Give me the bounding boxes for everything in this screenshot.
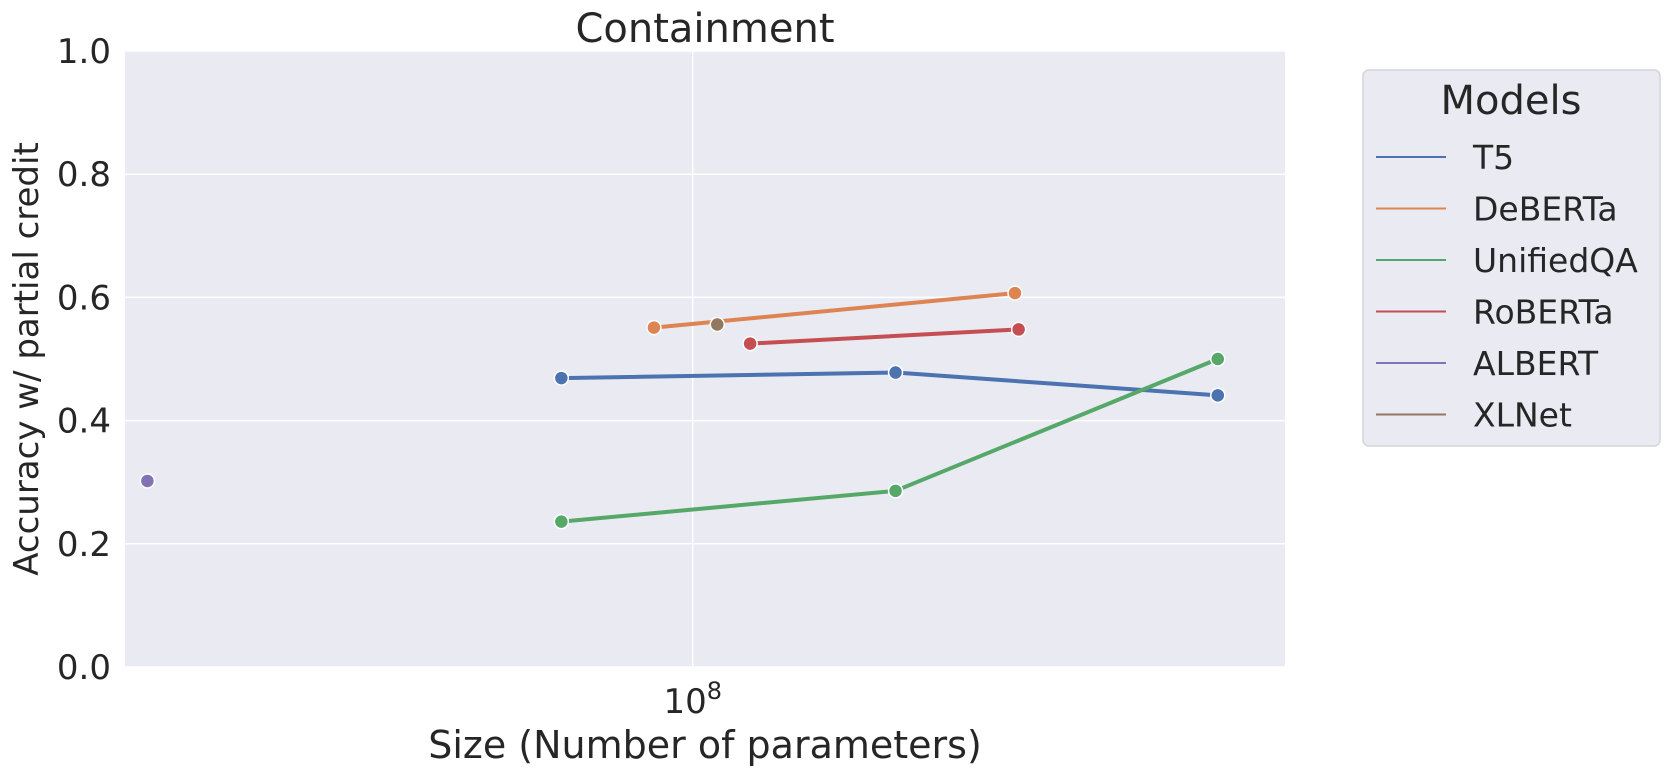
series-markers (139, 285, 1226, 530)
y-tick-label: 0.4 (57, 402, 111, 442)
legend-items: T5 DeBERTa UnifiedQA RoBERTa ALBERT XLNet (1376, 138, 1638, 435)
data-point-xlnet (709, 316, 726, 333)
data-point-unifiedqa (887, 483, 904, 499)
legend-label: RoBERTa (1473, 293, 1614, 332)
y-tick-label: 0.8 (57, 155, 111, 195)
legend-title: Models (1441, 78, 1582, 124)
y-tick-label: 0.0 (57, 648, 111, 688)
data-point-roberta (742, 335, 758, 352)
data-point-unifiedqa (1210, 351, 1226, 367)
legend-label: ALBERT (1473, 344, 1599, 383)
gridlines (125, 50, 1285, 668)
data-point-deberta (1007, 285, 1023, 301)
legend-label: UnifiedQA (1473, 241, 1638, 280)
data-point-t5 (553, 370, 570, 386)
x-axis-ticks: 108 (663, 677, 722, 722)
series-line-roberta (748, 327, 1021, 346)
y-axis-ticks: 0.0 0.2 0.4 0.6 0.8 1.0 (57, 32, 111, 688)
data-point-albert (139, 473, 156, 489)
data-point-roberta (1010, 321, 1027, 338)
legend-box (1362, 69, 1661, 447)
legend-label: XLNet (1473, 396, 1572, 435)
legend: Models T5 DeBERTa UnifiedQA RoBERTa ALBERT XL… (1362, 69, 1661, 447)
x-tick-exponent: 8 (707, 677, 722, 705)
data-point-deberta (646, 319, 662, 336)
legend-label: T5 (1472, 138, 1514, 177)
x-tick-base: 10 (663, 682, 706, 722)
data-point-t5 (1210, 387, 1226, 404)
y-tick-label: 1.0 (57, 32, 111, 72)
y-axis-label: Accuracy w/ partial credit (7, 142, 47, 576)
y-tick-label: 0.6 (57, 278, 111, 318)
data-point-t5 (887, 364, 904, 381)
legend-label: DeBERTa (1473, 190, 1618, 229)
data-point-unifiedqa (553, 513, 570, 530)
chart-title: Containment (575, 6, 834, 52)
y-tick-label: 0.2 (57, 525, 111, 565)
x-axis-label: Size (Number of parameters) (428, 723, 982, 767)
plot-area (125, 51, 1285, 667)
x-tick-label: 108 (663, 677, 722, 722)
